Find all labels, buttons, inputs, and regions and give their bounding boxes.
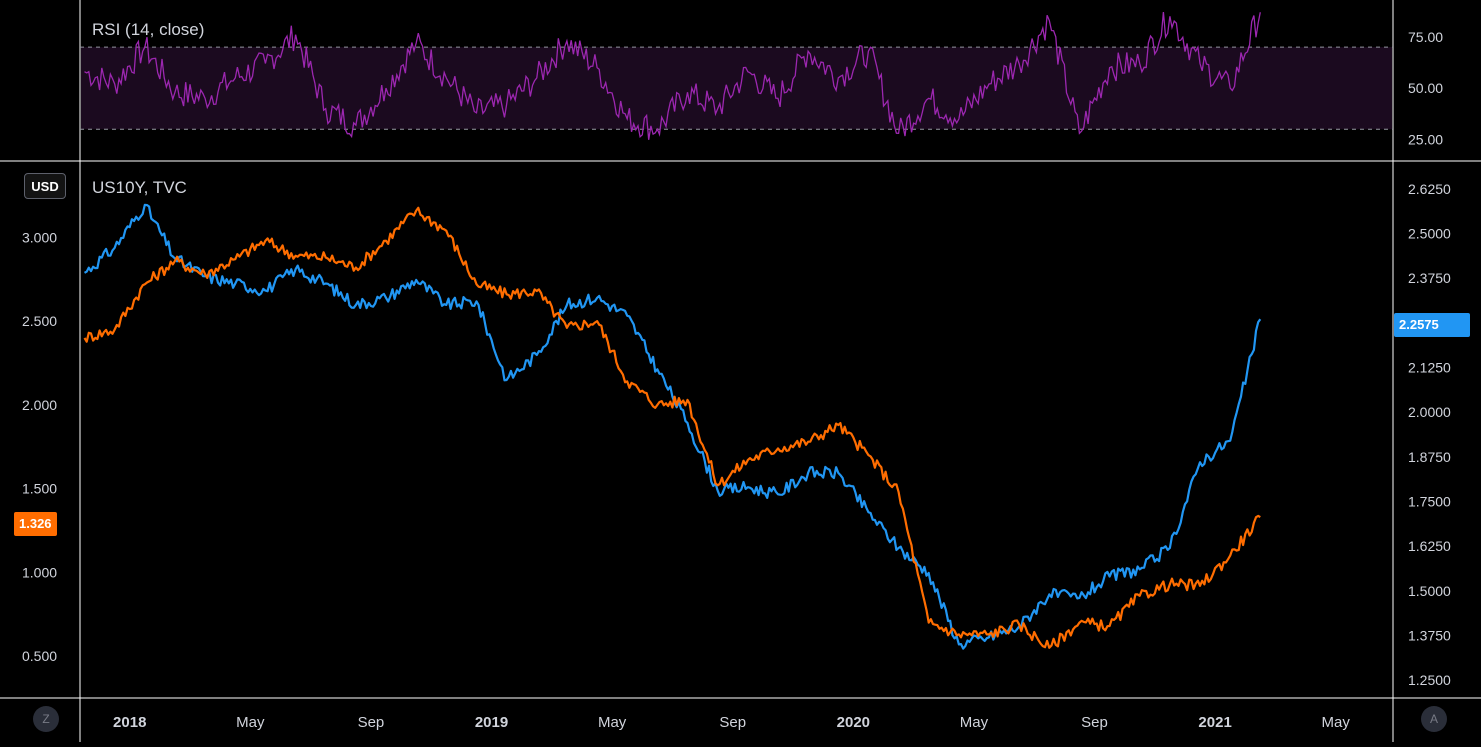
price-legend[interactable]: US10Y, TVC: [92, 178, 187, 197]
auto-scale-left-button[interactable]: Z: [33, 706, 59, 732]
right-tick-2.3750: 2.3750: [1408, 270, 1451, 286]
currency-button[interactable]: USD: [24, 173, 66, 199]
time-tick-9: 2021: [1198, 714, 1231, 731]
rsi-pane: [80, 12, 1393, 140]
right-tick-1.5000: 1.5000: [1408, 583, 1451, 599]
left-tick-0.500: 0.500: [22, 648, 57, 664]
auto-scale-right-button[interactable]: A: [1421, 706, 1447, 732]
time-tick-2: Sep: [358, 714, 385, 731]
right-tick-1.7500: 1.7500: [1408, 493, 1451, 509]
time-tick-3: 2019: [475, 714, 508, 731]
right-price-badge: 2.2575: [1394, 313, 1470, 337]
time-tick-1: May: [236, 714, 265, 731]
left-tick-2.500: 2.500: [22, 313, 57, 329]
left-tick-1.500: 1.500: [22, 481, 57, 497]
right-tick-1.6250: 1.6250: [1408, 538, 1451, 554]
left-tick-1.000: 1.000: [22, 564, 57, 580]
left-tick-3.000: 3.000: [22, 229, 57, 245]
right-tick-2.1250: 2.1250: [1408, 359, 1451, 375]
time-tick-6: 2020: [837, 714, 870, 731]
axes: 25.00 50.00 75.00 0.500 1.000 1.500 2.000 2.500…: [22, 29, 1451, 731]
left-price-badge: 1.326: [14, 512, 57, 536]
time-tick-4: May: [598, 714, 627, 731]
time-tick-7: May: [960, 714, 989, 731]
rsi-band: [81, 47, 1392, 130]
rsi-tick-25.00: 25.00: [1408, 131, 1443, 147]
time-tick-8: Sep: [1081, 714, 1108, 731]
series-line-orange: [83, 206, 1261, 649]
right-tick-2.0000: 2.0000: [1408, 404, 1451, 420]
right-tick-2.5000: 2.5000: [1408, 225, 1451, 241]
right-tick-2.6250: 2.6250: [1408, 181, 1451, 197]
time-tick-10: May: [1322, 714, 1351, 731]
right-tick-1.2500: 1.2500: [1408, 672, 1451, 688]
rsi-line: [84, 12, 1261, 140]
left-tick-2.000: 2.000: [22, 397, 57, 413]
rsi-tick-50.00: 50.00: [1408, 80, 1443, 96]
rsi-legend[interactable]: RSI (14, close): [92, 20, 205, 39]
rsi-tick-75.00: 75.00: [1408, 29, 1443, 45]
right-tick-1.8750: 1.8750: [1408, 449, 1451, 465]
time-tick-0: 2018: [113, 714, 146, 731]
time-tick-5: Sep: [719, 714, 746, 731]
series-line-us10y: [83, 203, 1262, 650]
right-tick-1.3750: 1.3750: [1408, 627, 1451, 643]
price-pane: [83, 203, 1262, 650]
